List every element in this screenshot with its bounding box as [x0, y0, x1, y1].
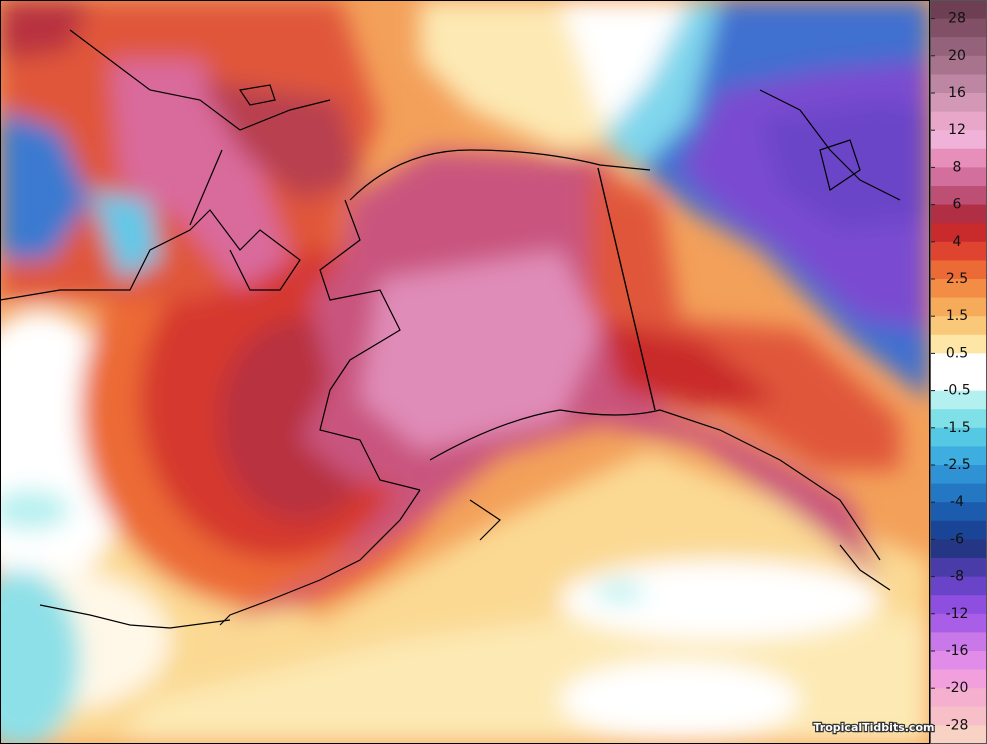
colorbar-swatch [930, 576, 987, 596]
colorbar: 28 20 16 12 8 6 4 2.5 1.5 0.5 -0.5 -1.5 -2.5 -4 -6 -8 -1… [930, 0, 987, 744]
colorbar-swatch [930, 651, 987, 671]
colorbar-label: -0.5 [943, 383, 970, 399]
colorbar-label: 6 [953, 197, 962, 213]
colorbar-label: -2.5 [943, 457, 970, 473]
colorbar-label: 0.5 [946, 345, 968, 361]
colorbar-swatch [930, 334, 987, 354]
colorbar-swatch [930, 613, 987, 633]
colorbar-swatch [930, 186, 987, 206]
colorbar-swatch [930, 167, 987, 187]
colorbar-swatch [930, 279, 987, 299]
colorbar-label: 16 [948, 85, 966, 101]
coastlines [0, 29, 901, 629]
colorbar-label: -12 [946, 606, 969, 622]
colorbar-swatch [930, 520, 987, 540]
colorbar-label: -1.5 [943, 420, 970, 436]
colorbar-label: -6 [950, 531, 964, 547]
colorbar-swatch [930, 502, 987, 522]
colorbar-label: -8 [950, 569, 964, 585]
watermark: TropicalTidbits.com [814, 721, 935, 734]
colorbar-swatch [930, 241, 987, 261]
colorbar-swatch [930, 427, 987, 447]
colorbar-swatch [930, 18, 987, 38]
colorbar-swatch [930, 539, 987, 559]
colorbar-swatch [930, 353, 987, 373]
colorbar-label: 8 [953, 159, 962, 175]
colorbar-swatch [930, 93, 987, 113]
colorbar-swatch [930, 465, 987, 485]
colorbar-swatch [930, 74, 987, 94]
colorbar-label: 28 [948, 11, 966, 27]
colorbar-swatch [930, 148, 987, 168]
colorbar-swatch [930, 725, 987, 744]
colorbar-label: -20 [946, 680, 969, 696]
temperature-field [0, 0, 930, 744]
colorbar-swatch [930, 446, 987, 466]
colorbar-label: -16 [946, 643, 969, 659]
colorbar-label: 12 [948, 122, 966, 138]
colorbar-swatch [930, 632, 987, 652]
colorbar-swatch [930, 223, 987, 243]
colorbar-swatch [930, 688, 987, 708]
colorbar-swatch [930, 316, 987, 336]
colorbar-swatch [930, 483, 987, 503]
colorbar-swatch [930, 130, 987, 150]
colorbar-swatch [930, 55, 987, 75]
colorbar-label: 20 [948, 48, 966, 64]
colorbar-swatch [930, 0, 987, 20]
colorbar-swatch [930, 409, 987, 429]
colorbar-swatch [930, 297, 987, 317]
colorbar-swatch [930, 558, 987, 578]
colorbar-swatch [930, 204, 987, 224]
colorbar-swatch [930, 390, 987, 410]
colorbar-swatch [930, 111, 987, 131]
colorbar-swatch [930, 706, 987, 726]
colorbar-swatch [930, 37, 987, 57]
colorbar-label: 4 [953, 234, 962, 250]
colorbar-swatch [930, 260, 987, 280]
colorbar-label: 1.5 [946, 308, 968, 324]
colorbar-label: 2.5 [946, 271, 968, 287]
colorbar-label: -4 [950, 494, 964, 510]
colorbar-swatch [930, 372, 987, 392]
colorbar-swatch [930, 669, 987, 689]
colorbar-swatch [930, 595, 987, 615]
colorbar-label: -28 [946, 717, 969, 733]
